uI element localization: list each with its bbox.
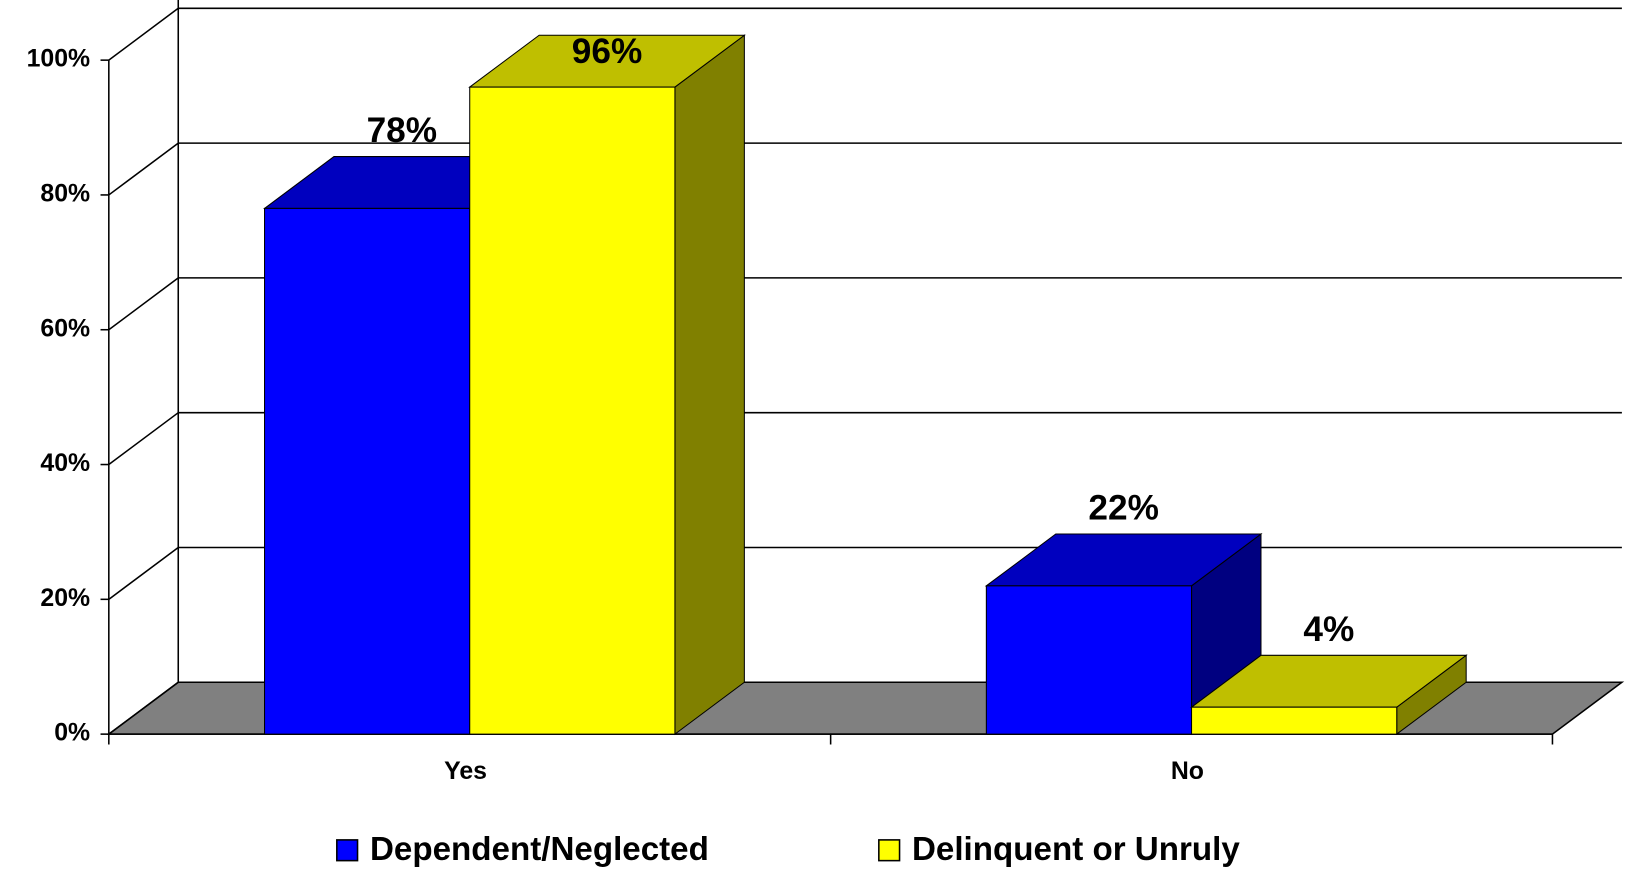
grid-line — [108, 546, 179, 600]
y-tick-label: 40% — [40, 449, 90, 477]
grid-line — [108, 142, 179, 196]
y-tick-label: 20% — [40, 584, 90, 612]
y-tick-label: 80% — [40, 179, 90, 207]
bar — [264, 207, 471, 735]
bar — [1191, 706, 1398, 735]
bar-side — [674, 34, 745, 736]
y-tick-label: 0% — [54, 719, 90, 747]
grid-line — [108, 7, 179, 61]
grid-line — [108, 412, 179, 466]
legend-label: Dependent/Neglected — [370, 831, 709, 868]
legend-swatch — [336, 839, 359, 862]
value-label: 4% — [1303, 610, 1354, 649]
x-tick-label: No — [1171, 757, 1204, 785]
y-tick-label: 60% — [40, 314, 90, 342]
bar — [985, 585, 1193, 735]
grid-line — [108, 681, 179, 735]
legend-swatch — [878, 839, 901, 862]
bar — [469, 86, 676, 735]
y-tick-label: 100% — [27, 45, 91, 73]
value-label: 96% — [572, 32, 643, 71]
legend-label: Delinquent or Unruly — [912, 831, 1240, 868]
value-label: 78% — [367, 111, 438, 150]
grid-line — [108, 277, 179, 331]
x-tick-label: Yes — [444, 757, 487, 785]
value-label: 22% — [1088, 488, 1159, 527]
